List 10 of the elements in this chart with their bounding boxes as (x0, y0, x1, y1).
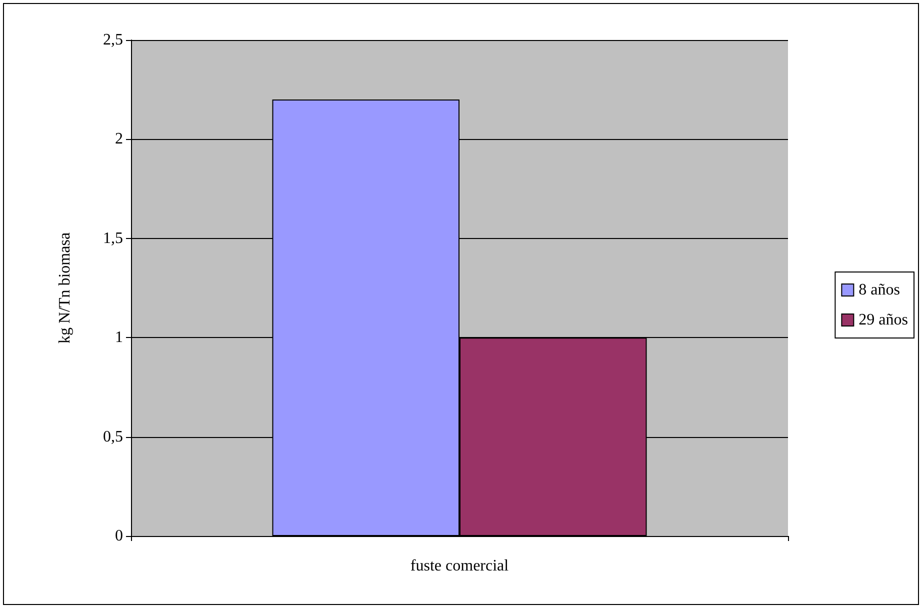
y-tick-label: 0 (115, 528, 123, 544)
y-axis-title: kg N/Tn biomasa (56, 232, 74, 344)
y-tick-label: 0,5 (103, 428, 123, 446)
x-tick-label: fuste comercial (410, 558, 510, 574)
legend-label: 29 años (858, 312, 908, 328)
y-tick-label: 2,5 (103, 32, 123, 48)
y-tick-label: 1 (115, 329, 123, 346)
y-tick-label: 2 (115, 130, 123, 148)
y-tick-label: 1,5 (103, 230, 123, 247)
legend-label: 8 años (858, 282, 900, 298)
